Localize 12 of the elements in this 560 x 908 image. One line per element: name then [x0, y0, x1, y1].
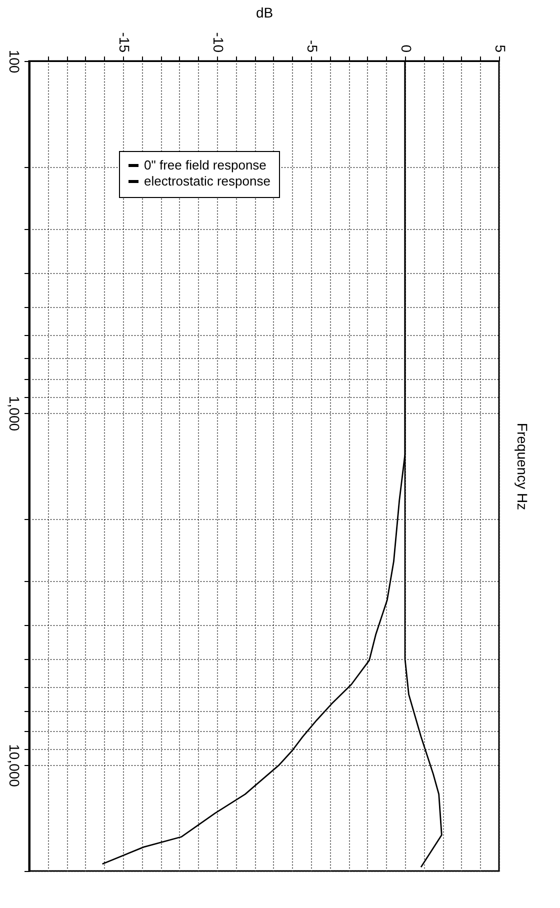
legend-label: 0" free field response [144, 158, 266, 172]
x-tick-label: -15 [116, 32, 132, 53]
y-axis-title: Frequency Hz [514, 422, 530, 510]
x-tick-label: 5 [492, 44, 508, 53]
y-tick-label: 1,000 [6, 396, 22, 432]
y-tick-label: 10,000 [6, 744, 22, 788]
legend-label: electrostatic response [144, 174, 270, 188]
x-tick-label: -5 [304, 40, 320, 53]
x-axis-title: dB [256, 4, 274, 20]
x-tick-label: -10 [210, 32, 226, 53]
y-tick-label: 100 [6, 50, 22, 74]
x-tick-label: 0 [398, 44, 414, 53]
